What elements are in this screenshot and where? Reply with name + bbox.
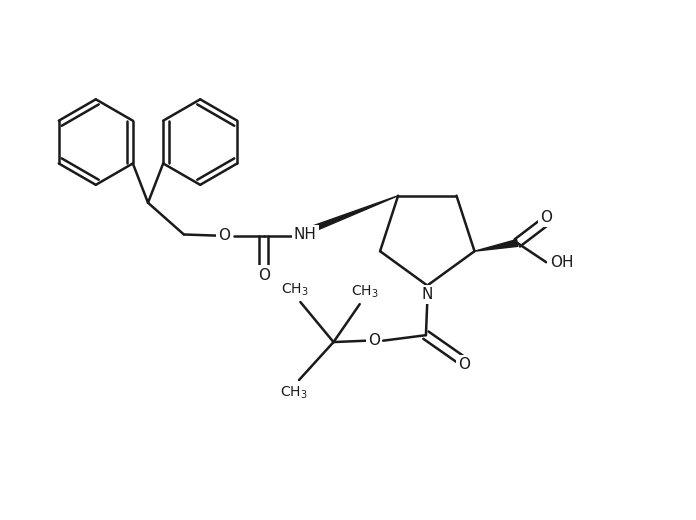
- Text: CH$_3$: CH$_3$: [280, 384, 308, 400]
- Text: O: O: [258, 268, 270, 283]
- Text: O: O: [368, 333, 380, 348]
- Text: NH: NH: [294, 227, 317, 242]
- Text: O: O: [458, 357, 470, 372]
- Text: CH$_3$: CH$_3$: [351, 283, 379, 300]
- Text: OH: OH: [550, 255, 574, 270]
- Polygon shape: [475, 240, 518, 251]
- Text: O: O: [218, 228, 230, 243]
- Text: N: N: [422, 287, 433, 302]
- Polygon shape: [294, 196, 398, 239]
- Text: O: O: [540, 210, 552, 225]
- Text: CH$_3$: CH$_3$: [281, 281, 309, 298]
